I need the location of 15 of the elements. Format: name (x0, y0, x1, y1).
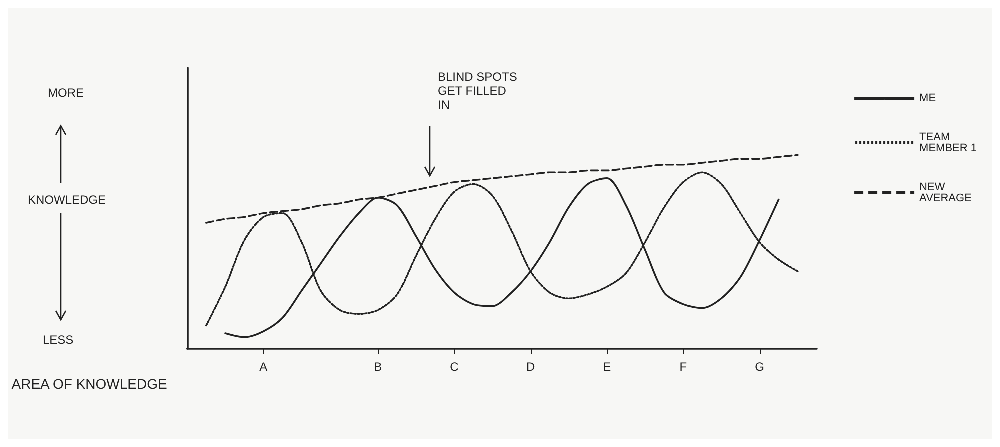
text: LESS (43, 333, 74, 347)
x-tick-label: B (374, 360, 382, 374)
text: BLIND SPOTS GET FILLED IN (438, 70, 518, 112)
x-tick-label: A (260, 360, 268, 374)
x-tick-label: E (603, 360, 612, 374)
x-tick-label: D (526, 360, 536, 374)
text: MORE (48, 86, 84, 100)
text: KNOWLEDGE (28, 193, 106, 207)
legend-label: ME (920, 92, 936, 104)
x-tick-label: C (450, 360, 460, 374)
x-tick-label: F (680, 360, 688, 374)
legend-label: NEW AVERAGE (920, 182, 972, 204)
x-tick-label: G (755, 360, 764, 374)
x-axis-title: AREA OF KNOWLEDGE (12, 376, 168, 392)
legend-label: TEAM MEMBER 1 (920, 132, 978, 154)
